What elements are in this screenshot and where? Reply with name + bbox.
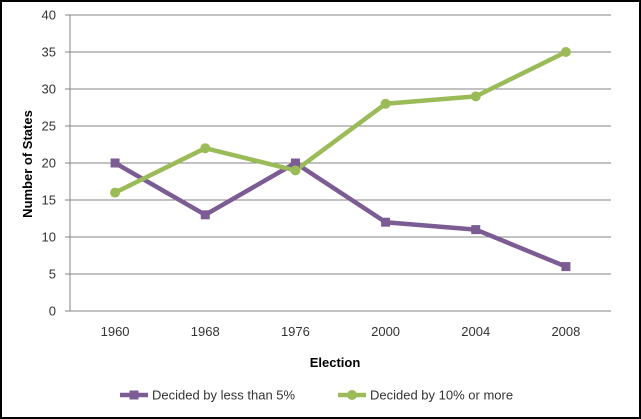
data-point-circle xyxy=(290,165,301,176)
data-point-circle xyxy=(470,91,481,102)
data-point-square xyxy=(561,262,571,272)
x-tick-label: 1960 xyxy=(101,324,130,339)
y-tick-labels: 0 5 10 15 20 25 30 35 40 xyxy=(42,8,56,319)
y-tick-label: 0 xyxy=(49,304,56,319)
data-point-circle xyxy=(380,98,391,109)
x-tick-labels: 1960 1968 1976 2000 2004 2008 xyxy=(101,324,581,339)
y-tick-label: 40 xyxy=(42,8,56,23)
y-tick-label: 20 xyxy=(42,156,56,171)
data-point-square xyxy=(290,158,300,168)
x-tick-label: 2000 xyxy=(371,324,400,339)
legend-marker-square xyxy=(129,390,139,400)
legend-label: Decided by 10% or more xyxy=(370,388,513,403)
y-tick-label: 25 xyxy=(42,119,56,134)
y-tick-label: 30 xyxy=(42,82,56,97)
x-tick-label: 1976 xyxy=(281,324,310,339)
x-axis-title: Election xyxy=(310,355,361,370)
y-tick-label: 15 xyxy=(42,193,56,208)
y-tick-label: 5 xyxy=(49,267,56,282)
data-point-circle xyxy=(200,143,211,154)
y-tick-label: 10 xyxy=(42,230,56,245)
axes xyxy=(65,14,611,312)
legend-label: Decided by less than 5% xyxy=(152,388,296,403)
legend: Decided by less than 5% Decided by 10% or… xyxy=(120,388,513,403)
data-point-square xyxy=(471,225,481,235)
y-tick-label: 35 xyxy=(42,45,56,60)
data-point-square xyxy=(381,217,391,227)
data-point-square xyxy=(110,158,120,168)
series-line-0 xyxy=(112,160,569,269)
x-tick-label: 2008 xyxy=(551,324,580,339)
data-point-circle xyxy=(560,47,571,57)
series-markers xyxy=(110,47,571,272)
y-axis-title: Number of States xyxy=(20,110,35,218)
series-lines xyxy=(112,49,569,269)
data-point-circle xyxy=(110,187,121,198)
x-tick-label: 1968 xyxy=(191,324,220,339)
series-line-1 xyxy=(112,49,569,195)
gridlines xyxy=(70,14,611,275)
data-point-square xyxy=(200,210,210,220)
legend-marker-circle xyxy=(347,390,357,400)
x-tick-label: 2004 xyxy=(461,324,490,339)
